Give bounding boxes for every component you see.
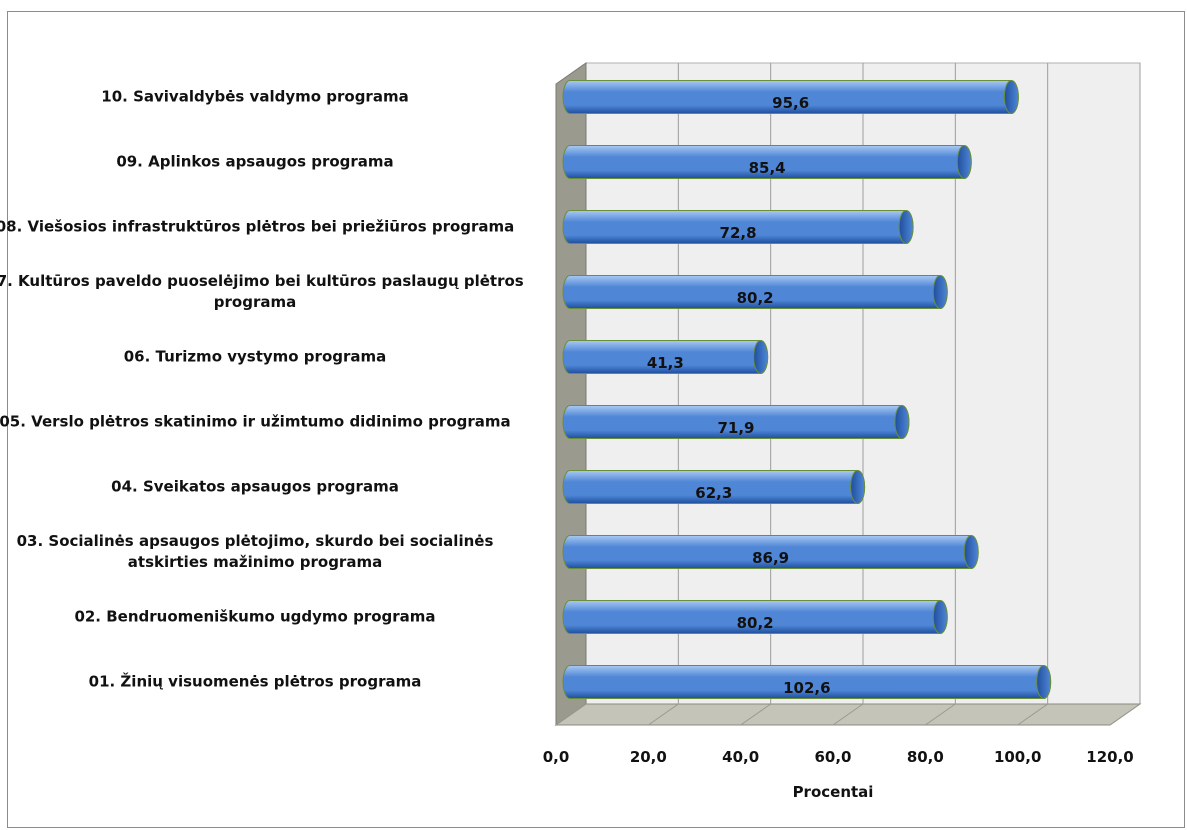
bar-cap <box>956 145 972 179</box>
data-label: 102,6 <box>783 679 830 697</box>
data-label: 85,4 <box>749 159 786 177</box>
floor-gridline <box>925 703 956 726</box>
x-axis-title: Procentai <box>793 783 874 801</box>
data-label: 62,3 <box>695 484 732 502</box>
bar <box>562 600 948 634</box>
category-label: 05. Verslo plėtros skatinimo ir užimtumo… <box>0 412 511 431</box>
bar <box>562 665 1052 699</box>
category-label: 06. Turizmo vystymo programa <box>123 347 387 366</box>
category-label: 08. Viešosios infrastruktūros plėtros be… <box>0 217 515 236</box>
x-tick-label: 80,0 <box>907 748 944 766</box>
category-label: 02. Bendruomeniškumo ugdymo programa <box>74 607 436 626</box>
category-label: 10. Savivaldybės valdymo programa <box>101 87 409 106</box>
bar-cap <box>850 470 866 504</box>
data-label: 72,8 <box>720 224 757 242</box>
category-label: 03. Socialinės apsaugos plėtojimo, skurd… <box>16 532 494 571</box>
bar-cap <box>894 405 910 439</box>
data-label: 80,2 <box>737 289 774 307</box>
data-label: 86,9 <box>752 549 789 567</box>
bar <box>562 405 910 439</box>
x-tick-label: 100,0 <box>994 748 1041 766</box>
bar-cap <box>1003 80 1019 114</box>
category-label: 07. Kultūros paveldo puoselėjimo bei kul… <box>0 272 524 311</box>
floor-gridline <box>740 703 771 726</box>
bar-cap <box>963 535 979 569</box>
x-tick-label: 120,0 <box>1086 748 1133 766</box>
bar-cap <box>932 275 948 309</box>
bar <box>562 145 972 179</box>
category-label: 04. Sveikatos apsaugos programa <box>111 477 399 496</box>
x-tick-label: 40,0 <box>722 748 759 766</box>
floor-gridline <box>648 703 679 726</box>
bar-cap <box>1036 665 1052 699</box>
bar <box>562 210 914 244</box>
floor-gridline <box>1017 703 1048 726</box>
floor-gridline <box>1109 703 1141 726</box>
floor-gridline <box>832 703 864 726</box>
bar <box>562 275 948 309</box>
bar <box>562 470 866 504</box>
data-label: 71,9 <box>717 419 754 437</box>
x-tick-label: 20,0 <box>630 748 667 766</box>
data-label: 41,3 <box>647 354 684 372</box>
x-tick-label: 0,0 <box>543 748 570 766</box>
data-label: 95,6 <box>772 94 809 112</box>
category-label: 01. Žinių visuomenės plėtros programa <box>88 672 422 691</box>
category-label: 09. Aplinkos apsaugos programa <box>116 152 394 171</box>
data-label: 80,2 <box>737 614 774 632</box>
bar-cap <box>753 340 769 374</box>
x-tick-label: 60,0 <box>814 748 851 766</box>
bar <box>562 535 979 569</box>
bar-cap <box>898 210 914 244</box>
bar-cap <box>932 600 948 634</box>
floor-gridline <box>555 703 587 726</box>
bar <box>562 340 769 374</box>
bar <box>562 80 1019 114</box>
